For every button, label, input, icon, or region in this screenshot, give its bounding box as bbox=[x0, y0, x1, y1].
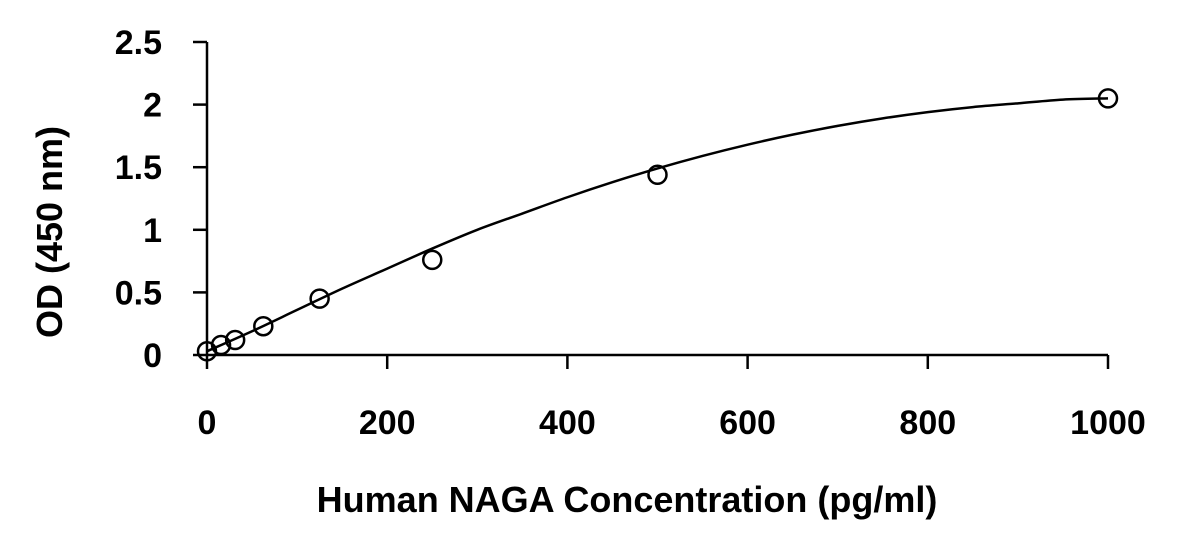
x-tick-label: 0 bbox=[198, 404, 217, 442]
y-tick-label: 2.5 bbox=[115, 24, 162, 62]
x-tick-label: 400 bbox=[539, 404, 596, 442]
axis-labels: Human NAGA Concentration (pg/ml) OD (450 … bbox=[29, 126, 937, 520]
data-point bbox=[647, 164, 668, 185]
data-point bbox=[224, 329, 246, 351]
x-tick-label: 200 bbox=[359, 404, 416, 442]
x-tick-label: 600 bbox=[719, 404, 776, 442]
data-point bbox=[309, 288, 330, 309]
fit-curve-group bbox=[206, 97, 1109, 353]
x-tick-label: 800 bbox=[899, 404, 956, 442]
data-point bbox=[1097, 88, 1119, 109]
y-tick-label: 0 bbox=[143, 337, 162, 375]
y-tick-label: 1 bbox=[143, 212, 162, 250]
y-tick-label: 0.5 bbox=[115, 274, 162, 312]
x-tick-label: 1000 bbox=[1070, 404, 1146, 442]
data-point bbox=[253, 315, 274, 337]
data-points bbox=[196, 88, 1119, 362]
y-axis-label: OD (450 nm) bbox=[29, 126, 70, 338]
x-axis-label: Human NAGA Concentration (pg/ml) bbox=[317, 479, 938, 520]
data-point bbox=[210, 334, 232, 356]
data-point bbox=[422, 249, 443, 271]
axes: 0 0.5 1 1.5 2 2.5 0 200 400 600 800 1000 bbox=[115, 24, 1146, 442]
y-tick-label: 2 bbox=[143, 87, 162, 125]
fit-curve bbox=[206, 97, 1109, 353]
y-tick-label: 1.5 bbox=[115, 149, 162, 187]
